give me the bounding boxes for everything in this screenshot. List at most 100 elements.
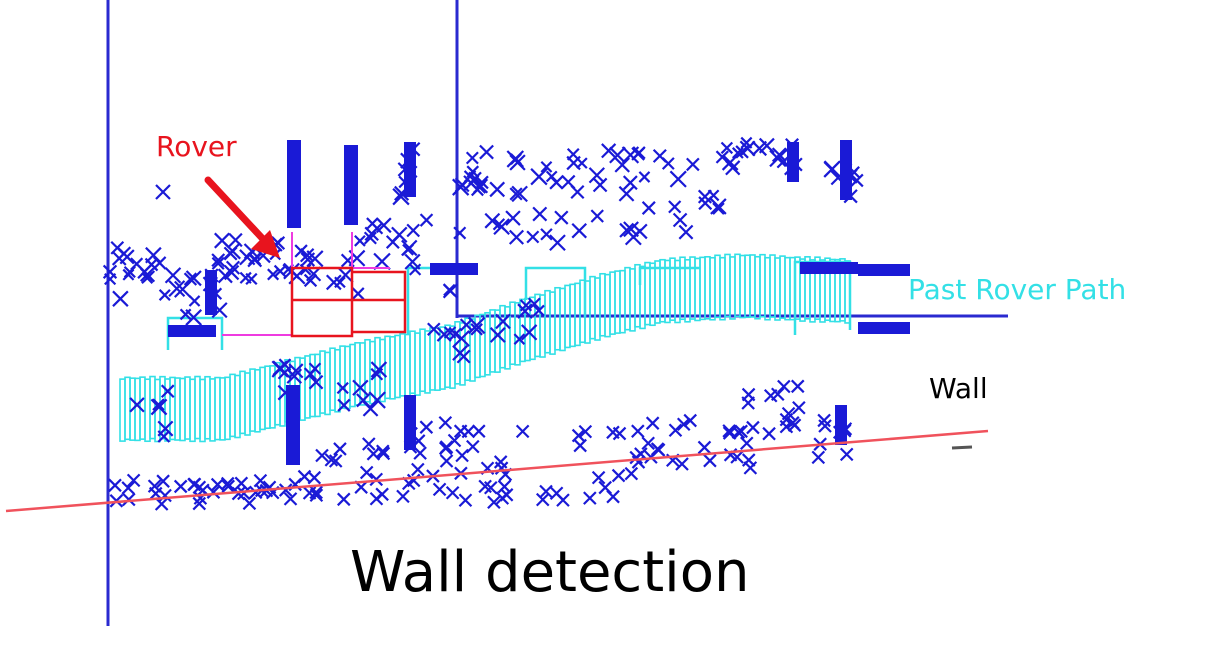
x-mark-icon <box>720 141 734 155</box>
x-mark-icon <box>734 424 748 439</box>
x-mark-icon <box>697 440 712 455</box>
x-mark-icon <box>669 170 687 188</box>
x-mark-icon <box>179 308 192 321</box>
x-mark-icon <box>104 273 117 286</box>
x-mark-icon <box>779 419 794 434</box>
x-mark-icon <box>493 218 510 236</box>
caption: Wall detection <box>350 540 750 605</box>
x-mark-icon <box>211 253 226 268</box>
x-mark-icon <box>473 178 489 194</box>
x-mark-icon <box>283 492 298 506</box>
x-mark-icon <box>150 398 168 416</box>
x-mark-icon <box>645 416 660 430</box>
x-mark-icon <box>126 473 141 488</box>
x-mark-icon <box>631 424 645 438</box>
x-mark-icon <box>299 248 315 263</box>
x-mark-icon <box>487 495 501 510</box>
x-mark-icon <box>770 387 785 401</box>
x-mark-icon <box>385 235 400 249</box>
x-mark-icon <box>413 446 427 460</box>
x-mark-icon <box>438 441 453 456</box>
x-mark-icon <box>436 326 452 342</box>
rover-footprint <box>290 266 407 338</box>
x-mark-icon <box>154 497 169 511</box>
x-mark-icon <box>206 485 221 499</box>
x-mark-icon <box>237 486 251 501</box>
x-mark-icon <box>470 323 483 336</box>
x-mark-icon <box>108 478 122 493</box>
detected-points <box>102 136 864 511</box>
x-mark-icon <box>777 379 791 394</box>
x-mark-icon <box>453 330 470 347</box>
wall-fit-line <box>5 429 989 513</box>
x-mark-icon <box>532 304 545 317</box>
x-mark-icon <box>472 424 486 438</box>
x-mark-icon <box>731 425 746 439</box>
x-mark-icon <box>530 168 548 186</box>
x-mark-icon <box>168 280 186 298</box>
x-mark-icon <box>624 466 639 481</box>
x-mark-icon <box>308 362 322 375</box>
x-mark-icon <box>369 472 384 487</box>
x-mark-icon <box>601 143 617 159</box>
x-mark-icon <box>449 327 462 341</box>
x-mark-icon <box>458 493 473 508</box>
x-mark-icon <box>214 232 231 249</box>
x-mark-icon <box>294 244 308 258</box>
past-rover-path <box>119 253 851 443</box>
x-mark-icon <box>561 174 576 190</box>
x-mark-icon <box>583 491 597 505</box>
x-mark-icon <box>271 360 289 378</box>
x-mark-icon <box>359 465 374 480</box>
x-mark-icon <box>337 398 351 412</box>
x-mark-icon <box>703 453 717 468</box>
x-mark-icon <box>239 271 252 284</box>
x-mark-icon <box>641 201 656 215</box>
x-mark-icon <box>675 457 689 471</box>
x-mark-icon <box>337 266 354 284</box>
x-mark-icon <box>461 424 476 439</box>
x-mark-icon <box>741 396 755 410</box>
x-mark-icon <box>686 157 700 172</box>
x-mark-icon <box>432 482 447 497</box>
x-mark-icon <box>183 272 198 286</box>
x-mark-icon <box>611 468 626 483</box>
x-mark-icon <box>363 231 377 245</box>
x-mark-icon <box>623 221 639 238</box>
x-mark-icon <box>520 324 538 341</box>
x-mark-icon <box>402 243 414 256</box>
x-mark-icon <box>515 424 530 439</box>
x-mark-icon <box>155 184 171 200</box>
x-mark-icon <box>286 368 303 384</box>
x-mark-icon <box>549 234 566 252</box>
x-mark-icon <box>606 425 620 440</box>
rover-label: Rover <box>156 130 237 163</box>
x-mark-icon <box>762 426 776 441</box>
x-mark-icon <box>445 485 460 500</box>
x-mark-icon <box>792 400 806 415</box>
x-mark-icon <box>438 415 453 430</box>
x-mark-icon <box>396 489 410 504</box>
x-mark-icon <box>489 327 506 343</box>
x-mark-icon <box>147 479 162 493</box>
x-mark-icon <box>354 235 366 247</box>
x-mark-icon <box>591 470 606 485</box>
axis-lines <box>106 0 1008 626</box>
x-mark-icon <box>411 462 425 477</box>
x-mark-icon <box>638 171 651 183</box>
x-mark-icon <box>509 187 523 201</box>
x-mark-icon <box>739 436 754 451</box>
x-mark-icon <box>370 367 384 381</box>
x-mark-icon <box>566 155 581 171</box>
x-mark-icon <box>619 222 635 238</box>
x-mark-icon <box>771 147 787 163</box>
x-mark-icon <box>185 270 202 287</box>
x-mark-icon <box>621 146 640 164</box>
x-mark-icon <box>588 167 605 184</box>
x-mark-icon <box>712 202 725 215</box>
x-mark-icon <box>535 492 550 507</box>
x-mark-icon <box>234 476 249 491</box>
x-mark-icon <box>505 210 521 226</box>
x-mark-icon <box>366 447 381 461</box>
x-mark-icon <box>223 264 240 281</box>
